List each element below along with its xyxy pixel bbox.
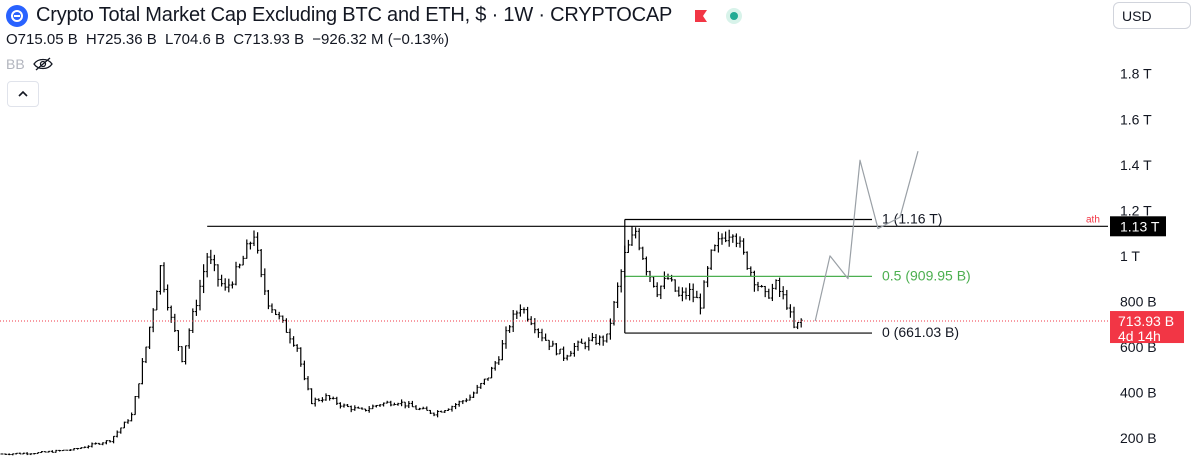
y-tick-label: 1.4 T <box>1120 157 1152 173</box>
ohlc-values: O715.05 B H725.36 B L704.6 B C713.93 B −… <box>6 31 453 48</box>
open-value: O715.05 B <box>6 31 78 48</box>
ohlc-bars <box>0 226 803 456</box>
close-value: C713.93 B <box>233 31 305 48</box>
y-tick-label: 800 B <box>1120 293 1157 309</box>
ath-price-label: 1.13 T <box>1120 218 1160 234</box>
low-value: L704.6 B <box>164 31 226 48</box>
live-dot-icon <box>726 7 743 24</box>
projection-path <box>814 151 919 322</box>
indicator-row[interactable]: BB <box>6 56 53 72</box>
eye-off-icon[interactable] <box>32 57 53 71</box>
coin-logo-icon <box>6 4 28 27</box>
high-value: H725.36 B <box>85 31 157 48</box>
symbol-title[interactable]: Crypto Total Market Cap Excluding BTC an… <box>36 4 673 26</box>
ath-price-badge <box>1110 216 1166 237</box>
collapse-button[interactable] <box>7 81 39 107</box>
ath-label: ath <box>1086 214 1100 225</box>
y-tick-label: 400 B <box>1120 385 1157 401</box>
fib-level-label: 1 (1.16 T) <box>882 210 942 226</box>
change-value: −926.32 M (−0.13%) <box>312 31 450 48</box>
bar-countdown-label: 4d 14h <box>1118 328 1161 344</box>
y-tick-label: 1.6 T <box>1120 111 1152 127</box>
y-tick-label: 200 B <box>1120 430 1157 446</box>
y-tick-label: 1.8 T <box>1120 66 1152 82</box>
fib-level-label: 0 (661.03 B) <box>882 324 959 340</box>
current-price-badge <box>1110 311 1184 344</box>
chevron-up-icon <box>18 90 28 97</box>
current-price-label: 713.93 B <box>1118 313 1174 329</box>
indicator-name[interactable]: BB <box>6 56 25 72</box>
chart-header: Crypto Total Market Cap Excluding BTC an… <box>6 4 743 27</box>
y-tick-label: 1.2 T <box>1120 202 1152 218</box>
y-tick-label: 1 T <box>1120 248 1140 264</box>
fib-level-label: 0.5 (909.95 B) <box>882 267 971 283</box>
currency-select[interactable]: USD <box>1113 2 1191 29</box>
chart-overlays: ath 1 (1.16 T) 0.5 (909.95 B) 0 (661.03 B) <box>0 151 1108 340</box>
red-flag-icon[interactable] <box>694 9 708 23</box>
